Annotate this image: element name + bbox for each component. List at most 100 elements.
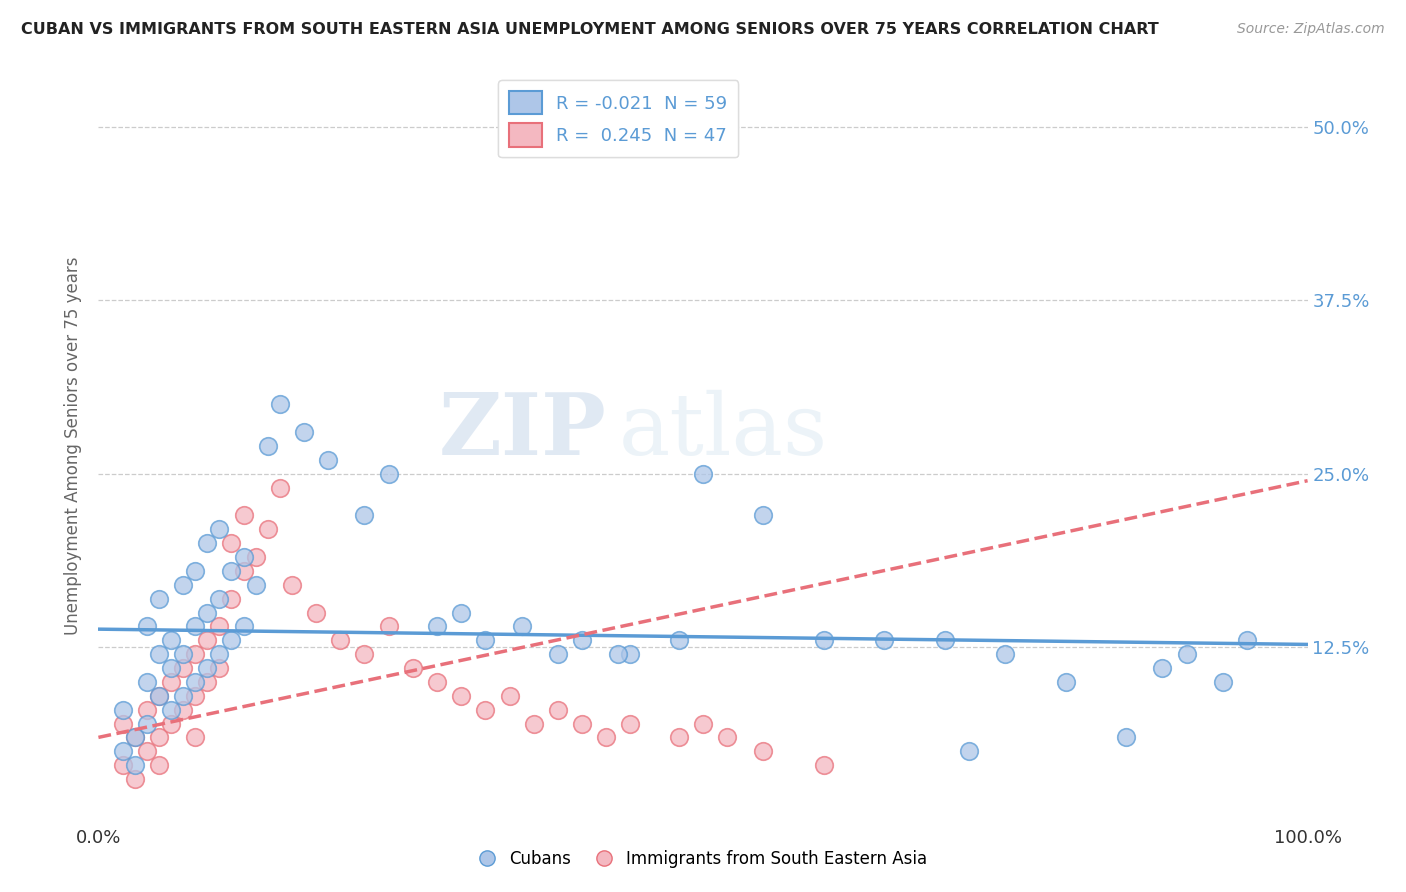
- Point: [221, 591, 243, 606]
- Point: [256, 439, 278, 453]
- Point: [135, 716, 157, 731]
- Point: [184, 619, 207, 633]
- Point: [607, 647, 630, 661]
- Point: [172, 647, 194, 661]
- Point: [523, 716, 546, 731]
- Point: [692, 467, 714, 481]
- Point: [426, 619, 449, 633]
- Point: [148, 591, 170, 606]
- Point: [172, 703, 194, 717]
- Legend: Cubans, Immigrants from South Eastern Asia: Cubans, Immigrants from South Eastern As…: [472, 844, 934, 875]
- Text: CUBAN VS IMMIGRANTS FROM SOUTH EASTERN ASIA UNEMPLOYMENT AMONG SENIORS OVER 75 Y: CUBAN VS IMMIGRANTS FROM SOUTH EASTERN A…: [21, 22, 1159, 37]
- Point: [148, 689, 170, 703]
- Point: [316, 453, 339, 467]
- Point: [571, 633, 593, 648]
- Point: [813, 633, 835, 648]
- Point: [510, 619, 533, 633]
- Point: [124, 772, 146, 786]
- Y-axis label: Unemployment Among Seniors over 75 years: Unemployment Among Seniors over 75 years: [65, 257, 83, 635]
- Point: [571, 716, 593, 731]
- Point: [208, 591, 231, 606]
- Point: [377, 467, 399, 481]
- Point: [1236, 633, 1258, 648]
- Point: [450, 689, 472, 703]
- Point: [172, 689, 194, 703]
- Point: [124, 731, 146, 745]
- Point: [292, 425, 315, 439]
- Point: [245, 578, 267, 592]
- Point: [208, 661, 231, 675]
- Point: [1115, 731, 1137, 745]
- Point: [232, 619, 254, 633]
- Text: atlas: atlas: [619, 390, 828, 473]
- Point: [208, 647, 231, 661]
- Legend: R = -0.021  N = 59, R =  0.245  N = 47: R = -0.021 N = 59, R = 0.245 N = 47: [499, 80, 738, 158]
- Point: [716, 731, 738, 745]
- Point: [184, 564, 207, 578]
- Point: [148, 758, 170, 772]
- Point: [135, 674, 157, 689]
- Point: [195, 536, 218, 550]
- Point: [184, 731, 207, 745]
- Point: [208, 522, 231, 536]
- Point: [184, 689, 207, 703]
- Point: [377, 619, 399, 633]
- Point: [195, 674, 218, 689]
- Point: [269, 397, 291, 411]
- Point: [498, 689, 520, 703]
- Point: [232, 564, 254, 578]
- Point: [402, 661, 425, 675]
- Point: [160, 674, 183, 689]
- Point: [1175, 647, 1198, 661]
- Point: [619, 716, 641, 731]
- Point: [957, 744, 980, 758]
- Point: [160, 703, 183, 717]
- Point: [184, 647, 207, 661]
- Point: [353, 508, 375, 523]
- Point: [195, 633, 218, 648]
- Text: Source: ZipAtlas.com: Source: ZipAtlas.com: [1237, 22, 1385, 37]
- Point: [547, 703, 569, 717]
- Point: [595, 731, 617, 745]
- Point: [353, 647, 375, 661]
- Point: [305, 606, 328, 620]
- Point: [245, 549, 267, 564]
- Point: [1212, 674, 1234, 689]
- Point: [221, 536, 243, 550]
- Point: [111, 716, 134, 731]
- Point: [1152, 661, 1174, 675]
- Point: [135, 744, 157, 758]
- Point: [160, 633, 183, 648]
- Point: [450, 606, 472, 620]
- Point: [195, 661, 218, 675]
- Point: [111, 703, 134, 717]
- Point: [329, 633, 352, 648]
- Point: [1054, 674, 1077, 689]
- Point: [474, 703, 496, 717]
- Point: [135, 703, 157, 717]
- Point: [221, 633, 243, 648]
- Point: [269, 481, 291, 495]
- Point: [221, 564, 243, 578]
- Point: [716, 120, 738, 134]
- Point: [111, 758, 134, 772]
- Point: [111, 744, 134, 758]
- Point: [474, 633, 496, 648]
- Point: [160, 661, 183, 675]
- Point: [148, 647, 170, 661]
- Point: [208, 619, 231, 633]
- Point: [124, 731, 146, 745]
- Point: [184, 674, 207, 689]
- Point: [619, 647, 641, 661]
- Point: [281, 578, 304, 592]
- Point: [232, 508, 254, 523]
- Text: ZIP: ZIP: [439, 389, 606, 473]
- Point: [873, 633, 896, 648]
- Point: [124, 758, 146, 772]
- Point: [752, 508, 775, 523]
- Point: [135, 619, 157, 633]
- Point: [813, 758, 835, 772]
- Point: [934, 633, 956, 648]
- Point: [426, 674, 449, 689]
- Point: [172, 578, 194, 592]
